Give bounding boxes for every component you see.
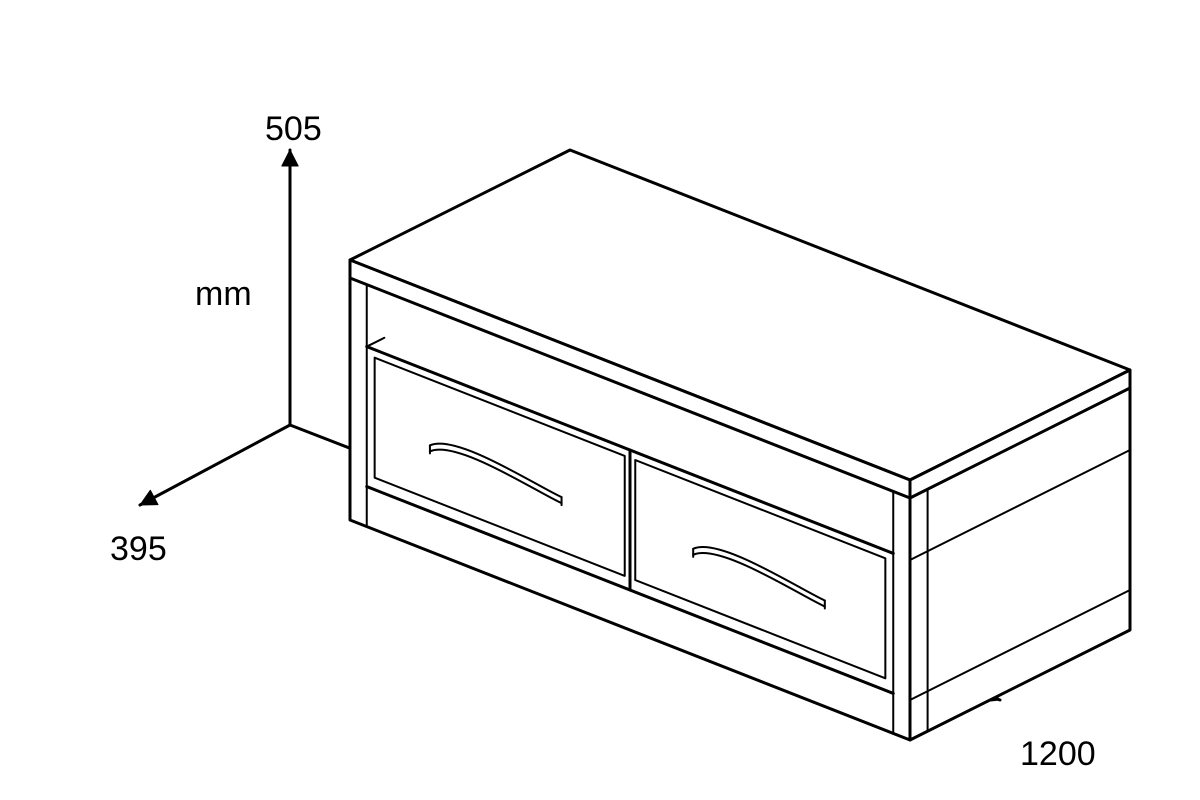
dim-width-label: 1200 — [1020, 735, 1096, 774]
dim-height-label: 505 — [265, 110, 322, 149]
dim-depth-label: 395 — [110, 530, 167, 569]
isometric-drawing — [0, 0, 1200, 800]
unit-label: mm — [195, 275, 252, 314]
diagram-stage: 505 mm 395 1200 — [0, 0, 1200, 800]
